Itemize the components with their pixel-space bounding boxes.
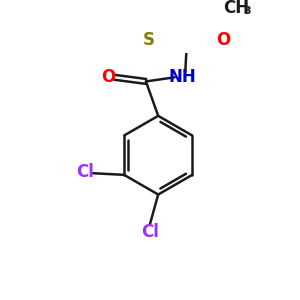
Text: 3: 3 (243, 6, 250, 16)
Text: O: O (216, 31, 230, 49)
Text: Cl: Cl (76, 164, 94, 181)
Text: O: O (101, 68, 115, 85)
Text: NH: NH (169, 68, 197, 85)
Text: CH: CH (223, 0, 249, 17)
Text: Cl: Cl (141, 223, 159, 241)
Text: S: S (143, 31, 155, 49)
